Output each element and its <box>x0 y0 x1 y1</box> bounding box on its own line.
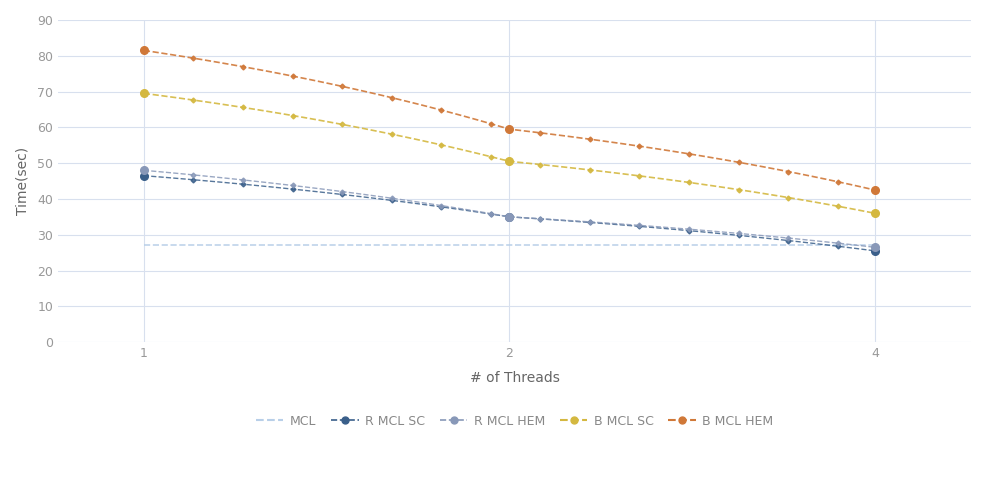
X-axis label: # of Threads: # of Threads <box>469 371 559 385</box>
Y-axis label: Time(sec): Time(sec) <box>15 147 29 215</box>
Legend: MCL, R MCL SC, R MCL HEM, B MCL SC, B MCL HEM: MCL, R MCL SC, R MCL HEM, B MCL SC, B MC… <box>250 409 778 432</box>
